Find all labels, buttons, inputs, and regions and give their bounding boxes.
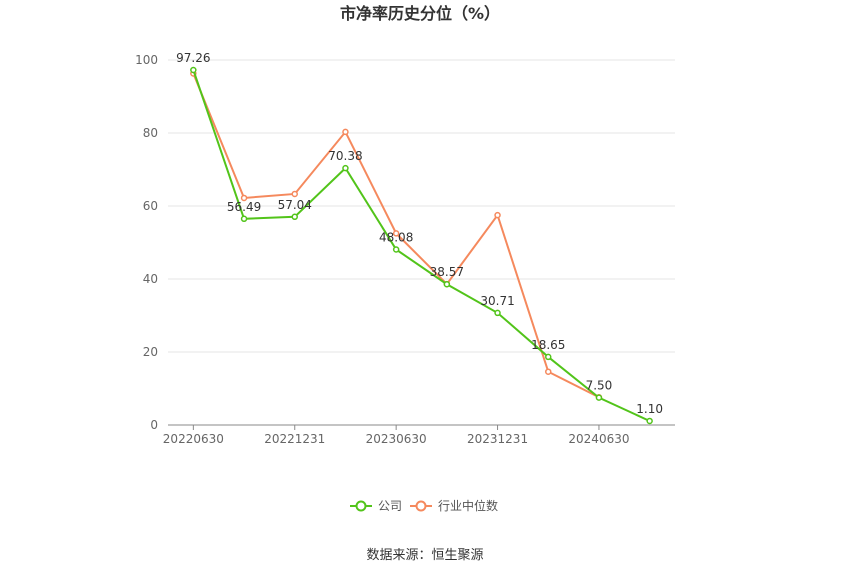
- legend-item-1[interactable]: 行业中位数: [410, 498, 498, 513]
- data-label: 48.08: [379, 231, 413, 245]
- series-lines: [190, 66, 653, 425]
- axes: 0 20 40 60 80 100 20220630 20221231 20230630 2023…: [135, 53, 675, 446]
- data-label: 7.50: [586, 379, 613, 393]
- x-tick-label: 20231231: [467, 432, 528, 446]
- data-point: [392, 246, 400, 253]
- data-point: [190, 66, 197, 74]
- source-note: 数据来源：恒生聚源: [366, 548, 483, 563]
- x-tick-label: 20221231: [264, 432, 325, 446]
- data-labels: 97.26 56.49 57.04 70.38 48.08 38.57 30.71 18.65…: [176, 51, 663, 416]
- legend-swatch-marker: [415, 500, 427, 512]
- y-tick-label: 40: [143, 272, 158, 286]
- data-point: [342, 164, 349, 172]
- x-tick-label: 20220630: [163, 432, 224, 446]
- legend[interactable]: 公司 行业中位数: [350, 498, 498, 513]
- series-line-0: [192, 69, 651, 422]
- data-label: 30.71: [480, 294, 514, 308]
- data-label: 97.26: [176, 51, 210, 65]
- grid: [168, 59, 675, 353]
- chart-title: 市净率历史分位（%）: [340, 4, 500, 23]
- data-point: [646, 417, 653, 425]
- legend-swatch-marker: [355, 500, 367, 512]
- data-point: [545, 353, 552, 361]
- data-point: [240, 215, 248, 223]
- data-label: 57.04: [278, 198, 312, 212]
- x-tick-label: 20230630: [366, 432, 427, 446]
- data-label: 18.65: [531, 338, 565, 352]
- data-point: [494, 309, 501, 317]
- data-point: [545, 368, 552, 375]
- y-tick-label: 20: [143, 345, 158, 359]
- data-point: [494, 211, 501, 219]
- x-tick-label: 20240630: [568, 432, 629, 446]
- data-point: [392, 230, 400, 237]
- data-point: [240, 194, 248, 202]
- y-tick-label: 0: [150, 418, 158, 432]
- data-label: 56.49: [227, 200, 261, 214]
- data-point: [291, 213, 298, 221]
- y-tick-label: 80: [143, 126, 158, 140]
- data-point: [443, 280, 451, 288]
- data-point: [291, 190, 298, 198]
- data-point: [595, 394, 603, 401]
- data-label: 1.10: [636, 402, 663, 416]
- legend-label: 行业中位数: [438, 498, 498, 513]
- data-label: 70.38: [328, 149, 362, 163]
- y-tick-label: 100: [135, 53, 158, 67]
- legend-item-0[interactable]: 公司: [350, 499, 402, 513]
- legend-label: 公司: [378, 499, 402, 513]
- y-tick-label: 60: [143, 199, 158, 213]
- data-point: [342, 128, 349, 136]
- data-label: 38.57: [430, 265, 464, 279]
